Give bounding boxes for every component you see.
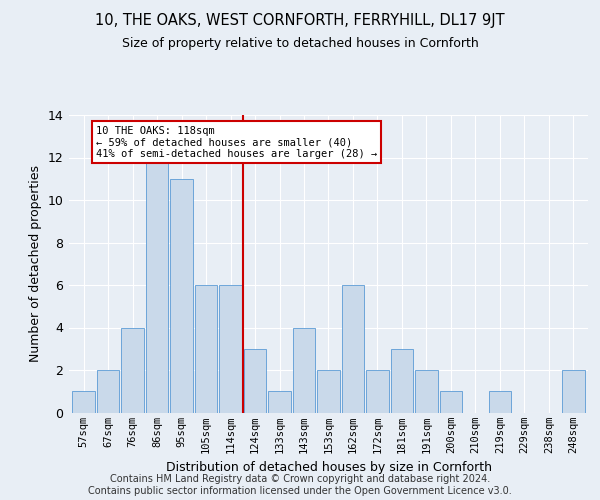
Bar xyxy=(562,370,584,412)
Bar xyxy=(220,285,242,412)
Bar xyxy=(121,328,144,412)
Bar xyxy=(488,391,511,412)
Bar xyxy=(391,349,413,412)
Bar xyxy=(440,391,462,412)
Bar xyxy=(342,285,364,412)
X-axis label: Distribution of detached houses by size in Cornforth: Distribution of detached houses by size … xyxy=(166,461,491,474)
Bar xyxy=(415,370,437,412)
Text: Contains public sector information licensed under the Open Government Licence v3: Contains public sector information licen… xyxy=(88,486,512,496)
Text: 10, THE OAKS, WEST CORNFORTH, FERRYHILL, DL17 9JT: 10, THE OAKS, WEST CORNFORTH, FERRYHILL,… xyxy=(95,12,505,28)
Y-axis label: Number of detached properties: Number of detached properties xyxy=(29,165,42,362)
Bar xyxy=(317,370,340,412)
Bar xyxy=(195,285,217,412)
Bar xyxy=(268,391,291,412)
Text: Contains HM Land Registry data © Crown copyright and database right 2024.: Contains HM Land Registry data © Crown c… xyxy=(110,474,490,484)
Bar xyxy=(293,328,315,412)
Text: 10 THE OAKS: 118sqm
← 59% of detached houses are smaller (40)
41% of semi-detach: 10 THE OAKS: 118sqm ← 59% of detached ho… xyxy=(96,126,377,159)
Bar xyxy=(170,179,193,412)
Bar xyxy=(244,349,266,412)
Text: Size of property relative to detached houses in Cornforth: Size of property relative to detached ho… xyxy=(122,38,478,51)
Bar xyxy=(97,370,119,412)
Bar xyxy=(146,158,169,412)
Bar xyxy=(73,391,95,412)
Bar xyxy=(366,370,389,412)
